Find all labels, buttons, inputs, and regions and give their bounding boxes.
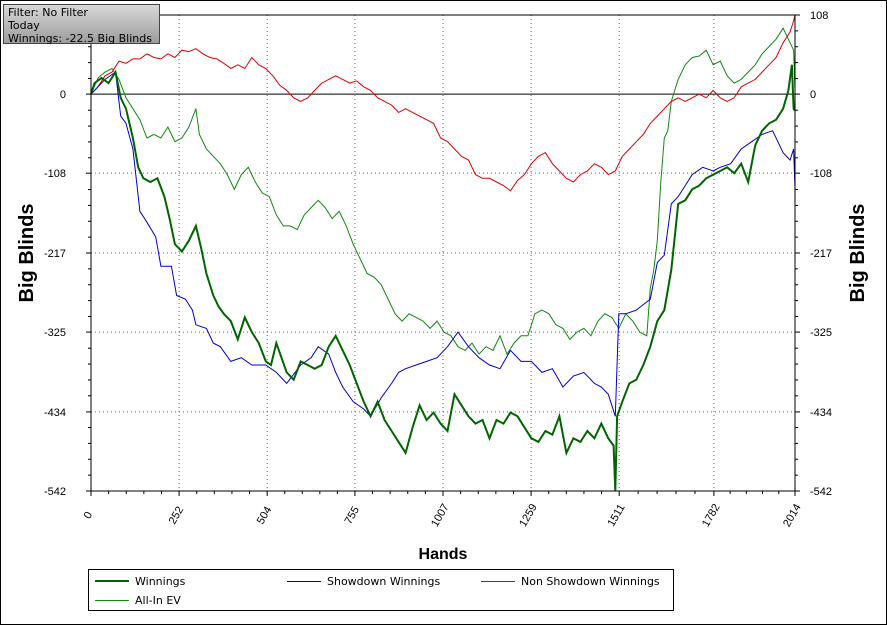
y-tick-label-left: -325 [44,327,66,339]
x-tick-label: 755 [343,505,363,527]
legend-swatch-showdown [287,580,321,582]
legend-item-winnings: Winnings [95,574,185,588]
x-tick-label: 2014 [781,502,804,529]
y-tick-label-left: -434 [44,407,66,419]
filter-info-panel: Filter: No Filter Today Winnings: -22.5 … [3,4,160,45]
y-tick-label-right: -434 [810,407,832,419]
plot-area-border [90,14,796,492]
y-tick-label-left: 0 [60,89,66,101]
y-tick-label-right: 108 [810,10,828,22]
date-range-line: Today [8,19,40,32]
x-tick-label: 1259 [517,502,540,529]
winnings-summary-line: Winnings: -22.5 Big Blinds [8,32,152,45]
series-line-showdown-winnings [90,71,796,418]
x-tick-label: 1007 [429,502,452,529]
y-tick-label-right: -108 [810,168,832,180]
x-axis-label: Hands [419,546,468,563]
legend-swatch-winnings [95,580,129,582]
legend-label-showdown: Showdown Winnings [327,574,441,588]
legend-item-all-in-ev: All-In EV [95,593,181,607]
legend-label-winnings: Winnings [135,574,186,588]
x-tick-label: 504 [255,505,275,527]
x-tick-label: 0 [82,510,95,521]
filter-line: Filter: No Filter [8,6,88,19]
y-tick-label-right: 0 [810,89,816,101]
series-line-non-showdown-winnings [90,14,796,192]
y-tick-label-left: -542 [44,486,66,498]
x-tick-label: 1782 [700,502,723,529]
legend-label-all-in-ev: All-In EV [135,593,181,607]
legend-item-showdown: Showdown Winnings [287,574,440,588]
series-layer [90,14,796,492]
legend-item-non-showdown: Non Showdown Winnings [481,574,660,588]
legend-swatch-all-in-ev [95,599,129,601]
y-tick-label-left: -217 [44,248,66,260]
x-tick-label: 1511 [605,502,627,528]
chart-legend: Winnings Showdown Winnings Non Showdown … [88,569,674,611]
grid-layer [91,15,795,491]
y-tick-label-right: -542 [810,486,832,498]
y-tick-label-right: -217 [810,248,832,260]
series-line-winnings [90,64,796,492]
y-tick-label-left: -108 [44,168,66,180]
y-axis-label-left: Big Blinds [16,204,38,303]
legend-swatch-non-showdown [481,580,515,582]
y-tick-label-right: -325 [810,327,832,339]
legend-label-non-showdown: Non Showdown Winnings [521,574,660,588]
y-axis-label-right: Big Blinds [847,204,869,303]
series-line-all-in-ev [90,27,796,356]
x-tick-label: 252 [167,505,187,527]
